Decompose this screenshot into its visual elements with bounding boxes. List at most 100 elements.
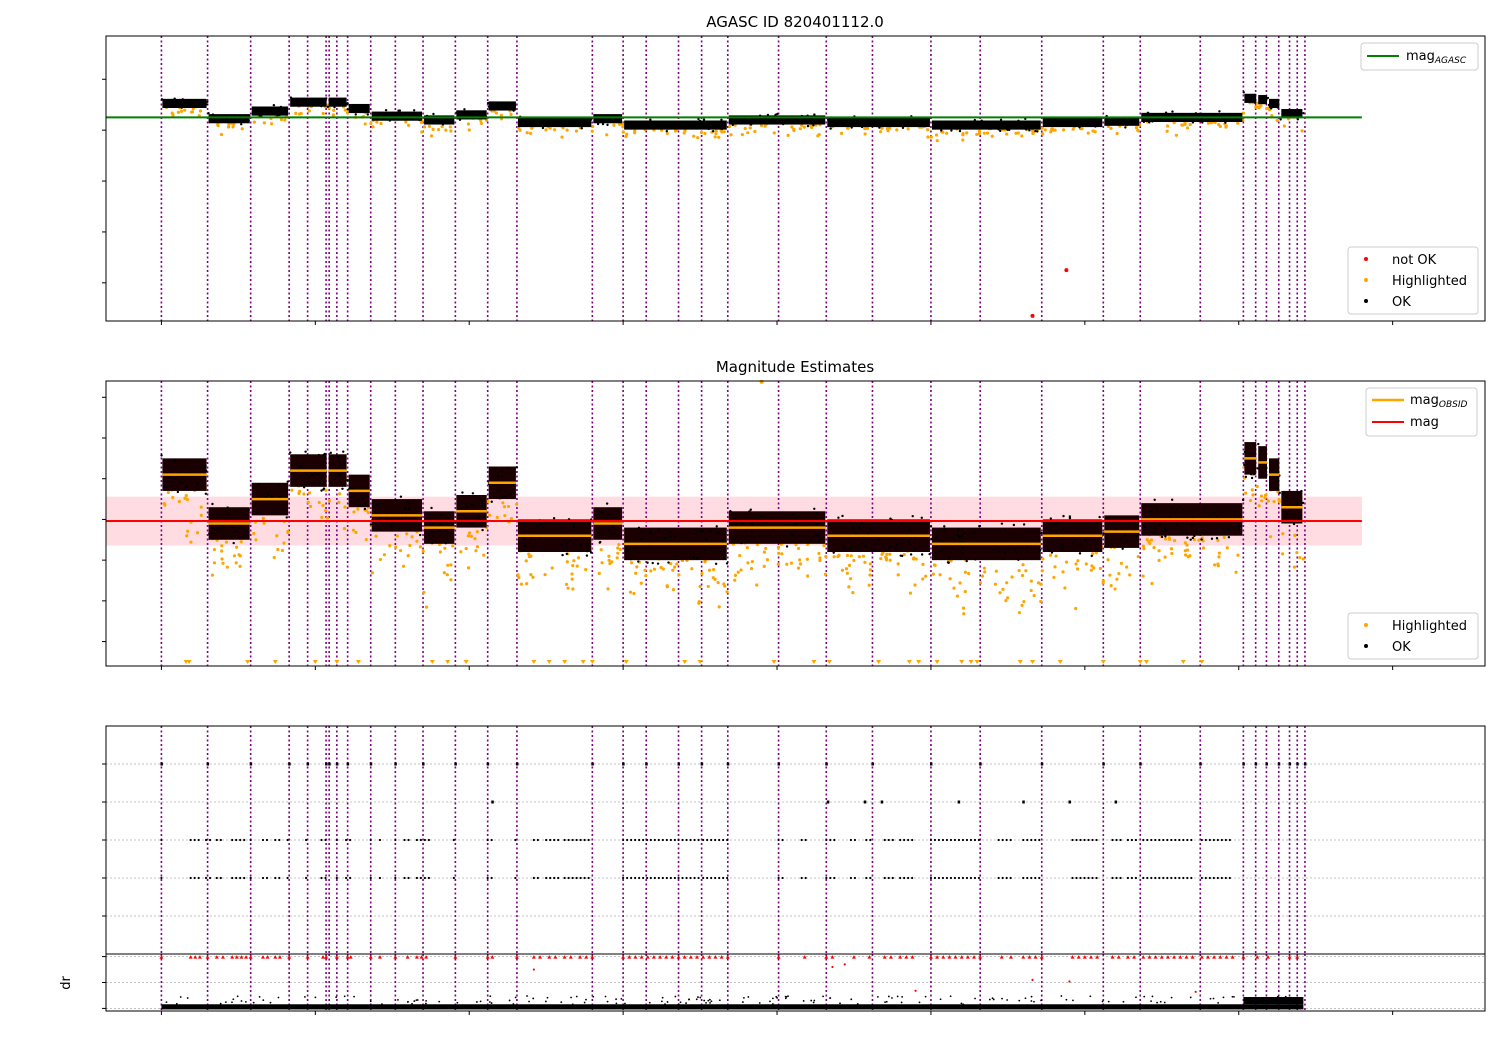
- flag-not-kalman-point: [394, 762, 397, 766]
- ok-point: [195, 99, 198, 102]
- ok-point: [552, 516, 556, 520]
- highlighted-point: [437, 127, 441, 132]
- dr-not-ok-marker: [1265, 955, 1270, 959]
- dr-not-ok-marker: [1287, 955, 1292, 959]
- ok-point: [1034, 129, 1037, 133]
- flag-ion-rad-point: [265, 838, 269, 842]
- dr-not-ok-marker: [802, 955, 807, 959]
- ok-point: [611, 525, 615, 528]
- flag-dr-point: [865, 876, 868, 880]
- ok-point: [1146, 111, 1150, 115]
- highlighted-point: [324, 488, 328, 492]
- dr-ok-point: [884, 1001, 887, 1004]
- dr-not-ok-marker: [334, 955, 339, 959]
- ok-point: [441, 123, 445, 126]
- highlighted-point: [352, 510, 356, 514]
- ok-point: [1194, 112, 1198, 115]
- flag-dr-point: [394, 876, 397, 880]
- ok-point: [961, 546, 964, 549]
- highlighted-point: [790, 125, 794, 129]
- flag-ion-rad-point: [1126, 838, 1130, 842]
- highlighted-point: [302, 492, 306, 496]
- panel-flags: [102, 725, 1486, 955]
- dr-not-ok-marker: [627, 955, 632, 959]
- ok-point: [217, 528, 220, 531]
- flag-not-track-point: [1022, 800, 1025, 804]
- highlighted-point: [712, 568, 716, 572]
- highlighted-point: [980, 574, 985, 578]
- ok-point: [920, 516, 923, 519]
- ok-point-band: [517, 117, 592, 128]
- flag-not-kalman-point: [677, 762, 681, 766]
- highlighted-point: [378, 557, 383, 562]
- dr-ok-point: [891, 997, 893, 999]
- highlighted-point: [1263, 493, 1268, 497]
- ok-point: [864, 121, 868, 125]
- flag-not-kalman-point: [726, 762, 730, 766]
- dr-ok-point: [1170, 996, 1173, 999]
- ok-point: [204, 100, 207, 103]
- ok-point: [317, 453, 321, 457]
- dr-ok-point: [1156, 1001, 1159, 1004]
- highlighted-point: [798, 127, 802, 131]
- highlighted-point: [755, 583, 759, 587]
- flag-dr-point: [1091, 876, 1094, 880]
- flag-dr-point: [804, 876, 807, 880]
- ok-point: [606, 121, 610, 124]
- flag-not-kalman-point: [1040, 762, 1044, 766]
- dr-not-ok-marker: [867, 955, 872, 959]
- highlighted-point: [818, 556, 822, 560]
- ok-point: [1084, 539, 1087, 542]
- flag-dr-point: [274, 876, 277, 880]
- highlighted-point: [665, 584, 669, 588]
- highlighted-point: [475, 530, 479, 534]
- dr-ok-point: [224, 1001, 227, 1004]
- highlighted-point: [717, 605, 721, 609]
- highlighted-point: [1006, 596, 1010, 600]
- flag-ion-rad-point: [714, 838, 717, 842]
- highlighted-point: [307, 491, 312, 495]
- ok-point: [569, 119, 573, 123]
- dr-not-ok-marker: [578, 955, 583, 959]
- ok-point-band: [162, 98, 207, 109]
- flag-ion-rad-point: [1030, 838, 1033, 842]
- highlighted-point: [369, 121, 373, 126]
- ok-point: [499, 469, 503, 473]
- ok-point: [165, 104, 169, 108]
- ok-point: [431, 522, 435, 525]
- ok-point: [600, 511, 604, 514]
- highlighted-point: [525, 582, 529, 586]
- flag-ion-rad-point: [722, 838, 725, 842]
- dr-ok-point: [479, 1000, 482, 1003]
- ok-point: [430, 541, 434, 545]
- ok-point: [589, 551, 593, 554]
- flag-not-kalman-point: [1265, 762, 1268, 766]
- dr-ok-point: [353, 995, 355, 998]
- ok-point: [958, 129, 962, 133]
- highlighted-point: [171, 113, 175, 117]
- ok-point: [1144, 525, 1147, 528]
- out-of-range-marker: [1057, 660, 1063, 664]
- ok-point: [374, 118, 378, 121]
- flag-ion-rad-point: [563, 838, 566, 842]
- highlighted-point: [1128, 573, 1132, 577]
- ok-point-band: [624, 120, 727, 130]
- ok-point: [440, 513, 443, 516]
- ok-point: [299, 464, 303, 468]
- flag-dr-point: [626, 876, 629, 880]
- flag-dr-point: [1005, 876, 1008, 880]
- ok-point: [721, 540, 724, 543]
- flag-ion-rad-point: [903, 838, 906, 842]
- highlighted-point: [776, 545, 781, 550]
- ok-point: [1213, 511, 1216, 515]
- highlighted-point: [279, 117, 284, 122]
- ok-point: [470, 521, 474, 525]
- highlighted-point: [824, 555, 828, 559]
- highlighted-point: [570, 577, 574, 581]
- ok-point: [811, 121, 814, 125]
- dr-not-ok-point: [831, 965, 834, 969]
- flag-ion-rad-point: [423, 838, 426, 842]
- flag-dr-point: [348, 876, 352, 880]
- dr-not-ok-marker: [645, 955, 650, 959]
- ok-point: [860, 542, 863, 545]
